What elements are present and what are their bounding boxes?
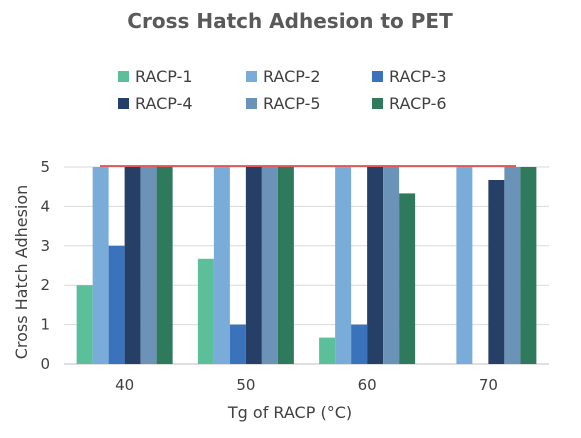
y-tick-label: 4 — [40, 197, 50, 215]
bar — [351, 324, 368, 364]
legend-swatch — [372, 71, 383, 82]
bar — [197, 258, 214, 364]
legend-label: RACP-2 — [263, 67, 321, 86]
y-tick-label: 3 — [40, 237, 50, 255]
bar — [261, 167, 278, 364]
legend-item: RACP-4 — [118, 94, 193, 113]
x-axis-title: Tg of RACP (°C) — [227, 403, 352, 422]
legend-swatch — [118, 71, 129, 82]
legend-item: RACP-2 — [246, 67, 321, 86]
legend-label: RACP-1 — [135, 67, 193, 86]
y-tick-label: 5 — [40, 158, 50, 176]
bar — [229, 324, 246, 364]
bar — [245, 167, 262, 364]
legend-swatch — [246, 71, 257, 82]
legend-label: RACP-6 — [389, 94, 447, 113]
legend: RACP-1 RACP-2 RACP-3 RACP-4 RACP-5 RACP-6 — [118, 67, 447, 113]
chart-title: Cross Hatch Adhesion to PET — [127, 9, 453, 33]
bar — [140, 167, 157, 364]
bar — [108, 245, 125, 364]
bars — [76, 167, 537, 364]
legend-swatch — [118, 98, 129, 109]
y-tick-label: 0 — [40, 355, 50, 373]
bar — [488, 180, 505, 364]
legend-item: RACP-1 — [118, 67, 193, 86]
legend-item: RACP-5 — [246, 94, 321, 113]
x-tick-label: 50 — [236, 376, 255, 394]
x-tick-label: 60 — [358, 376, 377, 394]
x-tick-label: 70 — [479, 376, 498, 394]
x-tick-labels: 40 50 60 70 — [115, 376, 498, 394]
bar — [319, 337, 336, 364]
legend-swatch — [246, 98, 257, 109]
bar — [156, 167, 173, 364]
bar — [76, 285, 93, 364]
legend-item: RACP-3 — [372, 67, 447, 86]
bar — [456, 167, 473, 364]
bar — [383, 167, 400, 364]
legend-swatch — [372, 98, 383, 109]
y-axis-title: Cross Hatch Adhesion — [12, 185, 31, 360]
legend-label: RACP-5 — [263, 94, 321, 113]
bar — [335, 167, 352, 364]
y-tick-label: 2 — [40, 276, 50, 294]
bar — [277, 167, 294, 364]
bar — [504, 167, 521, 364]
bar — [399, 193, 416, 364]
x-tick-label: 40 — [115, 376, 134, 394]
bar — [520, 167, 537, 364]
bar — [213, 167, 230, 364]
y-tick-label: 1 — [40, 316, 50, 334]
bar — [92, 167, 109, 364]
bar — [124, 167, 141, 364]
legend-item: RACP-6 — [372, 94, 447, 113]
bar — [367, 167, 384, 364]
legend-label: RACP-4 — [135, 94, 193, 113]
y-tick-labels: 0 1 2 3 4 5 — [40, 158, 50, 373]
legend-label: RACP-3 — [389, 67, 447, 86]
